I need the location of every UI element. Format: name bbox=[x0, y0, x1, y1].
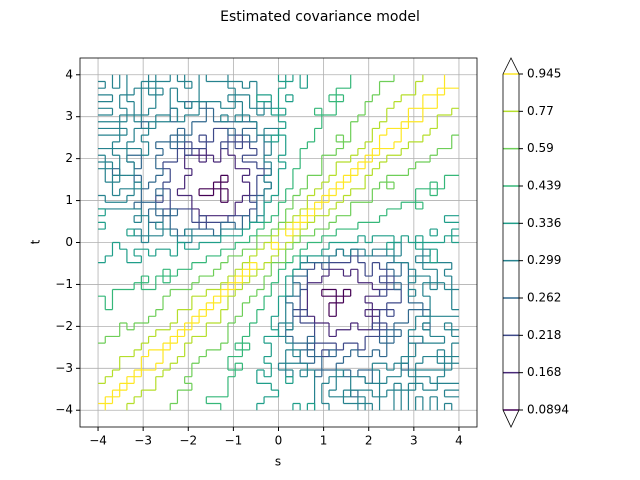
y-tick-label: 4 bbox=[65, 67, 73, 81]
contour-line bbox=[98, 74, 459, 411]
contour-line bbox=[111, 101, 431, 398]
colorbar-label: 0.336 bbox=[527, 216, 561, 230]
y-tick-label: 0 bbox=[65, 235, 73, 249]
y-tick-label: 2 bbox=[65, 151, 73, 165]
x-axis-label: s bbox=[275, 455, 281, 469]
contour-line bbox=[98, 74, 459, 411]
colorbar-label: 0.59 bbox=[527, 141, 554, 155]
x-tick-label: 4 bbox=[455, 434, 463, 448]
x-tick-label: 1 bbox=[320, 434, 328, 448]
colorbar-outline bbox=[502, 57, 520, 428]
x-tick-label: −4 bbox=[89, 434, 107, 448]
y-tick-label: −2 bbox=[55, 319, 73, 333]
contour-line bbox=[98, 74, 459, 411]
y-tick-label: 1 bbox=[65, 193, 73, 207]
chart-title: Estimated covariance model bbox=[220, 9, 420, 25]
y-tick-label: −3 bbox=[55, 361, 73, 375]
colorbar-label: 0.439 bbox=[527, 179, 561, 193]
colorbar-label: 0.945 bbox=[527, 67, 561, 81]
contour-line bbox=[198, 174, 352, 317]
x-tick-label: −2 bbox=[179, 434, 197, 448]
contour-line bbox=[98, 74, 459, 411]
colorbar-label: 0.262 bbox=[527, 291, 561, 305]
colorbar-label: 0.168 bbox=[527, 365, 561, 379]
colorbar-label: 0.77 bbox=[527, 104, 554, 118]
y-tick-label: 3 bbox=[65, 109, 73, 123]
x-tick-label: 2 bbox=[365, 434, 373, 448]
axes-frame bbox=[79, 57, 478, 428]
y-axis-label: t bbox=[29, 239, 43, 244]
y-tick-label: −1 bbox=[55, 277, 73, 291]
colorbar-label: 0.299 bbox=[527, 253, 561, 267]
x-tick-label: 3 bbox=[410, 434, 418, 448]
colorbar-label: 0.218 bbox=[527, 328, 561, 342]
x-tick-label: −1 bbox=[225, 434, 243, 448]
plot-area: −4 −3 −2 −1 0 1 2 3 4 −4 −3 −2 −1 0 1 2 3 4 bbox=[55, 58, 477, 448]
contour-line bbox=[155, 127, 402, 358]
x-tick-label: 0 bbox=[275, 434, 283, 448]
y-tick-label: −4 bbox=[55, 403, 73, 417]
colorbar: 0.0894 0.168 0.218 0.262 0.299 0.336 0.439 0.59… bbox=[503, 67, 569, 417]
colorbar-label: 0.0894 bbox=[527, 403, 569, 417]
contour-line bbox=[98, 74, 459, 411]
x-tick-label: −3 bbox=[134, 434, 152, 448]
